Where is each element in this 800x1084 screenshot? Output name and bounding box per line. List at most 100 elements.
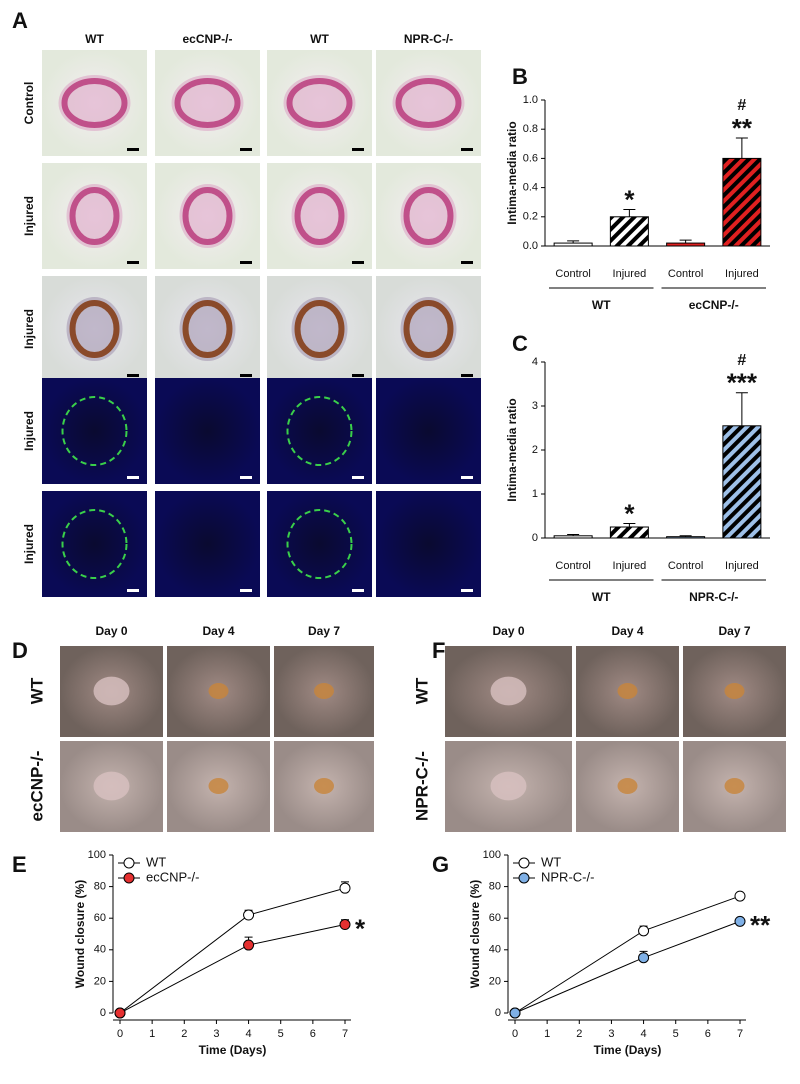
marker — [638, 925, 650, 937]
wound — [314, 778, 334, 794]
bar — [722, 425, 762, 539]
x-tick-label: Control — [555, 268, 590, 280]
y-tick-label: 4 — [532, 356, 538, 368]
y-tick-label: 80 — [489, 881, 501, 893]
group-label: WT — [592, 298, 611, 312]
x-axis-label: Time (Days) — [594, 1043, 662, 1057]
legend-label: NPR-C-/- — [541, 869, 594, 884]
x-tick-label: 5 — [278, 1028, 284, 1040]
wound — [208, 778, 229, 794]
series-line — [514, 895, 741, 1014]
x-axis-label: Time (Days) — [199, 1043, 267, 1057]
y-tick-label: 40 — [94, 944, 106, 956]
scale-bar — [127, 148, 139, 151]
y-tick-label: 1 — [532, 488, 538, 500]
column-header: ecCNP-/- — [182, 32, 232, 46]
significance: * — [624, 498, 635, 528]
scale-bar — [461, 261, 473, 264]
wound — [93, 771, 130, 801]
significance: ** — [732, 113, 753, 143]
wound — [208, 683, 229, 699]
group-label: ecCNP-/- — [689, 298, 739, 312]
wound — [617, 683, 638, 699]
scale-bar — [352, 374, 364, 377]
scale-bar — [461, 476, 473, 479]
row-label: Injured — [22, 524, 36, 564]
y-tick-label: 20 — [94, 975, 106, 987]
panel-label: F — [432, 638, 445, 663]
scale-bar — [352, 476, 364, 479]
marker — [734, 890, 746, 902]
error-bar — [567, 240, 580, 244]
y-axis-label: Wound closure (%) — [468, 880, 482, 988]
error-bar — [735, 392, 748, 426]
marker — [243, 939, 255, 951]
marker — [114, 1007, 126, 1019]
scale-bar — [461, 589, 473, 592]
vessel-lumen — [286, 396, 353, 466]
significance: * — [355, 913, 366, 943]
x-tick-label: Injured — [725, 560, 759, 572]
x-tick-label: 7 — [737, 1028, 743, 1040]
error-bar — [623, 209, 636, 217]
x-tick-label: 6 — [705, 1028, 711, 1040]
x-tick-label: Control — [668, 268, 703, 280]
x-tick-label: 0 — [512, 1028, 518, 1040]
significance: *** — [727, 368, 758, 398]
x-tick-label: 2 — [576, 1028, 582, 1040]
bar — [666, 536, 706, 539]
scale-bar — [240, 261, 252, 264]
x-tick-label: 1 — [544, 1028, 550, 1040]
vessel-wall — [182, 187, 233, 245]
row-label: Control — [22, 82, 36, 125]
y-tick-label: 0 — [100, 1007, 106, 1019]
y-tick-label: 0.2 — [523, 211, 538, 223]
legend-marker — [518, 857, 530, 869]
legend-marker — [518, 872, 530, 884]
row-label: ecCNP-/- — [27, 751, 46, 822]
y-tick-label: 0.0 — [523, 240, 538, 252]
vessel-wall — [182, 300, 233, 358]
bar — [722, 157, 762, 247]
micrograph — [267, 378, 372, 484]
wound — [617, 778, 638, 794]
x-tick-label: 1 — [149, 1028, 155, 1040]
scale-bar — [352, 589, 364, 592]
column-header: Day 7 — [308, 624, 340, 638]
bar — [666, 242, 706, 247]
vessel-lumen — [61, 396, 128, 466]
y-tick-label: 100 — [483, 849, 501, 861]
vessel-wall — [171, 75, 244, 131]
marker — [339, 882, 351, 894]
wound — [93, 676, 130, 706]
row-label: Injured — [22, 411, 36, 451]
y-tick-label: 0.8 — [523, 123, 538, 135]
x-tick-label: Injured — [613, 268, 647, 280]
x-tick-label: Injured — [613, 560, 647, 572]
micrograph — [376, 378, 481, 484]
wound — [490, 676, 527, 706]
vessel-wall — [403, 300, 454, 358]
x-tick-label: 6 — [310, 1028, 316, 1040]
group-label: NPR-C-/- — [689, 590, 738, 604]
column-header: NPR-C-/- — [404, 32, 453, 46]
row-label: Injured — [22, 309, 36, 349]
y-tick-label: 80 — [94, 881, 106, 893]
x-tick-label: 4 — [641, 1028, 647, 1040]
scale-bar — [352, 148, 364, 151]
vessel-wall — [69, 300, 120, 358]
row-label: WT — [412, 677, 431, 704]
column-header: Day 0 — [492, 624, 524, 638]
y-tick-label: 0 — [495, 1007, 501, 1019]
panel-label: A — [12, 8, 28, 33]
scale-bar — [127, 374, 139, 377]
vessel-wall — [403, 187, 454, 245]
scale-bar — [127, 589, 139, 592]
bar — [553, 242, 593, 247]
marker — [339, 919, 351, 931]
x-tick-label: 5 — [673, 1028, 679, 1040]
scale-bar — [352, 261, 364, 264]
vessel-wall — [294, 187, 345, 245]
marker — [734, 915, 746, 927]
